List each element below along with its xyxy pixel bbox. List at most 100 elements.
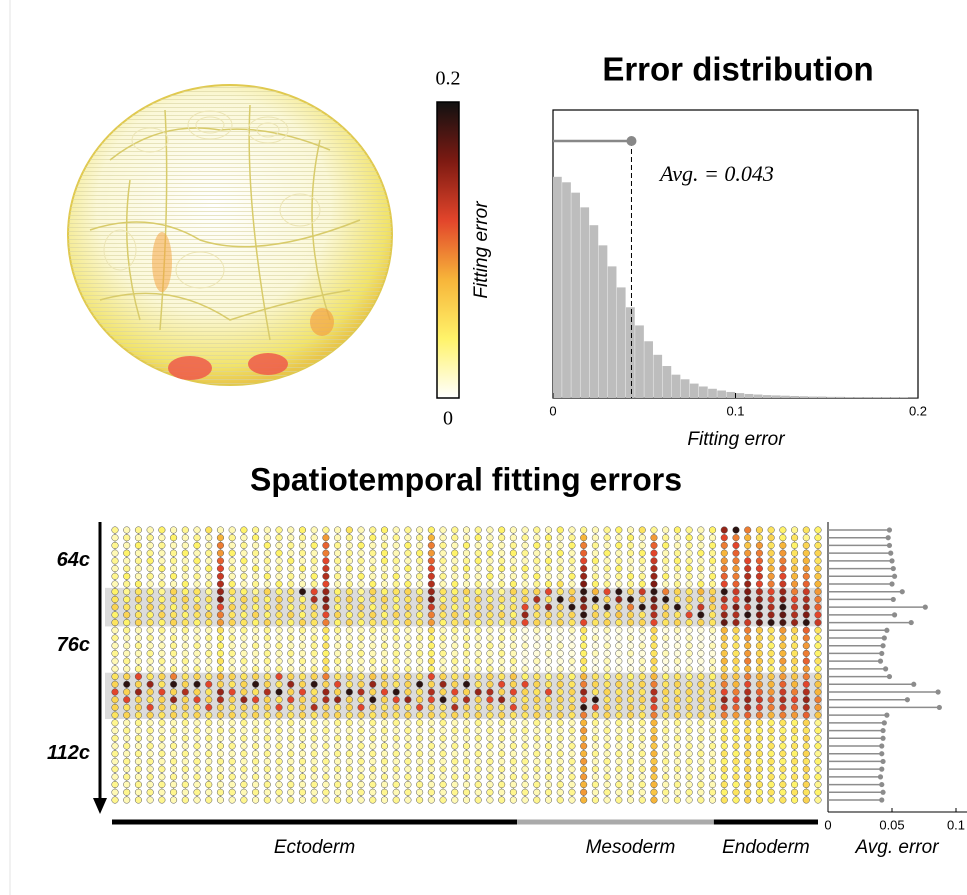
error-dot — [216, 703, 224, 711]
error-dot — [427, 680, 435, 688]
error-dot — [134, 773, 142, 781]
error-dot — [556, 634, 564, 642]
error-dot — [521, 742, 529, 750]
error-dot — [158, 727, 166, 735]
error-dot — [814, 680, 822, 688]
error-dot — [732, 757, 740, 765]
error-dot — [521, 773, 529, 781]
error-dot — [134, 534, 142, 542]
error-dot — [755, 680, 763, 688]
error-dot — [791, 611, 799, 619]
error-dot — [451, 642, 459, 650]
error-dot — [228, 788, 236, 796]
error-dot — [345, 750, 353, 758]
error-dot — [134, 603, 142, 611]
lollipop-dot — [884, 627, 890, 633]
error-dot — [228, 595, 236, 603]
error-dot — [755, 750, 763, 758]
error-dot — [626, 580, 635, 588]
error-dot — [521, 703, 529, 711]
error-dot — [170, 734, 178, 742]
error-dot — [509, 611, 517, 619]
error-dot — [205, 719, 213, 727]
error-dot — [755, 572, 763, 580]
error-dot — [380, 757, 389, 765]
error-dot — [556, 773, 564, 781]
error-dot — [709, 541, 717, 549]
error-dot — [205, 757, 213, 765]
error-dot — [345, 580, 353, 588]
error-dot — [638, 657, 646, 665]
error-dot — [404, 773, 412, 781]
error-dot — [474, 588, 482, 596]
error-dot — [451, 634, 459, 642]
error-dot — [451, 757, 459, 765]
error-dot — [802, 757, 810, 765]
error-dot — [240, 788, 248, 796]
error-dot — [123, 649, 131, 657]
error-dot — [427, 750, 435, 758]
error-dot — [486, 703, 494, 711]
error-dot — [380, 703, 389, 711]
error-dot — [462, 649, 471, 657]
error-dot — [498, 796, 506, 804]
error-dot — [252, 703, 260, 711]
error-dot — [298, 742, 307, 750]
error-dot — [416, 642, 424, 650]
error-dot — [568, 557, 576, 565]
error-dot — [673, 734, 681, 742]
error-dot — [357, 619, 365, 627]
error-dot — [814, 565, 822, 573]
error-dot — [720, 572, 728, 580]
error-dot — [814, 619, 822, 627]
error-dot — [345, 781, 353, 789]
error-dot — [369, 534, 377, 542]
error-dot — [521, 688, 529, 696]
error-dot — [697, 719, 705, 727]
error-dot — [298, 719, 307, 727]
error-dot — [697, 588, 705, 596]
error-dot — [134, 541, 142, 549]
error-dot — [134, 588, 142, 596]
error-dot — [767, 626, 775, 634]
error-dot — [181, 742, 189, 750]
error-dot — [638, 603, 646, 611]
error-dot — [123, 619, 131, 627]
error-dot — [380, 595, 389, 603]
error-dot — [509, 634, 517, 642]
error-dot — [638, 711, 646, 719]
error-dot — [755, 757, 763, 765]
error-dot — [533, 788, 541, 796]
x-tick-label: 0 — [549, 403, 556, 418]
error-dot — [720, 549, 728, 557]
error-dot — [427, 742, 435, 750]
error-dot — [111, 781, 119, 789]
error-dot — [732, 611, 740, 619]
error-dot — [591, 534, 599, 542]
error-dot — [123, 696, 131, 704]
error-dot — [158, 557, 166, 565]
error-dot — [580, 649, 588, 657]
error-dot — [568, 642, 576, 650]
error-dot — [451, 703, 459, 711]
error-dot — [462, 557, 471, 565]
error-dot — [252, 796, 260, 804]
error-dot — [802, 572, 810, 580]
error-dot — [345, 572, 353, 580]
error-dot — [451, 765, 459, 773]
error-dot — [345, 611, 353, 619]
error-dot — [146, 642, 154, 650]
error-dot — [310, 665, 318, 673]
error-dot — [275, 595, 283, 603]
error-dot — [486, 788, 494, 796]
error-dot — [626, 603, 635, 611]
error-dot — [462, 565, 471, 573]
error-dot — [650, 557, 658, 565]
error-dot — [134, 757, 142, 765]
error-dot — [322, 750, 330, 758]
error-dot — [427, 619, 435, 627]
error-dot — [650, 680, 658, 688]
error-dot — [685, 788, 693, 796]
error-dot — [662, 549, 670, 557]
error-dot — [521, 611, 529, 619]
